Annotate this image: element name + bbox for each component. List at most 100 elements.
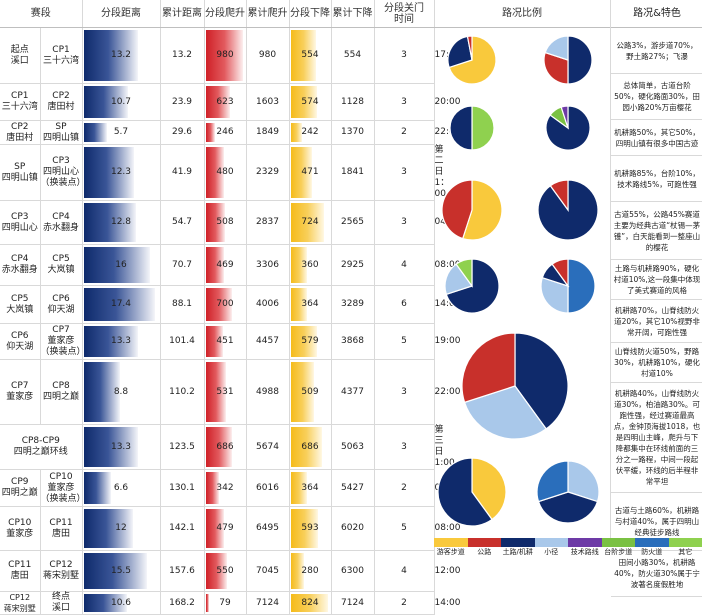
description-header: 路况&特色 (611, 0, 702, 28)
cumulative-distance: 130.1 (160, 470, 204, 507)
header-cumulative-descent: 累计下降 (331, 0, 374, 28)
cumulative-distance: 41.9 (160, 145, 204, 201)
segment-distance: 12.3 (82, 145, 160, 201)
segment-distance: 6.6 (82, 470, 160, 507)
legend-item: 公路 (468, 538, 502, 558)
pie-column-header: 路况比例 (434, 0, 610, 28)
legend-label: 土路/机耕 (503, 547, 533, 558)
segment-climb: 451 (204, 324, 246, 360)
segment-distance-value: 10.6 (111, 598, 131, 608)
segment-distance: 13.3 (82, 425, 160, 470)
segment-descent-value: 554 (301, 50, 318, 60)
segment-descent-value: 593 (301, 523, 318, 533)
segment-distance-value: 12.8 (111, 217, 131, 227)
legend-swatch (635, 538, 669, 547)
segment-distance: 12 (82, 507, 160, 551)
table-row: CP3四明山心CP4赤水翻身12.854.750828377242565304:… (0, 201, 434, 245)
segment-distance: 10.7 (82, 84, 160, 121)
cumulative-descent: 6020 (331, 507, 374, 551)
segment-climb-value: 479 (216, 523, 233, 533)
segment-climb-value: 980 (216, 50, 233, 60)
cumulative-distance: 168.2 (160, 592, 204, 615)
description-cell: 古道55%，公路45%赛道主要为经典古道“杖锡—茅镬”，白天能看到一整座山的樱花 (611, 202, 702, 260)
segment-descent: 824 (289, 592, 331, 615)
segment-climb: 531 (204, 360, 246, 425)
segment-descent-value: 579 (301, 336, 318, 346)
cumulative-distance: 101.4 (160, 324, 204, 360)
cumulative-distance: 23.9 (160, 84, 204, 121)
segment-climb-value: 686 (216, 442, 233, 452)
header-segment-climb: 分段爬升 (204, 0, 246, 28)
segment-descent-value: 824 (301, 598, 318, 608)
pie-chart (538, 180, 598, 240)
cumulative-descent: 5427 (331, 470, 374, 507)
gate-hours: 3 (374, 201, 434, 245)
legend-swatch (535, 538, 569, 547)
segment-descent: 554 (289, 28, 331, 84)
cumulative-climb: 4006 (246, 286, 289, 324)
segment-climb: 246 (204, 121, 246, 145)
cumulative-climb: 980 (246, 28, 289, 84)
segment-to: 终点溪口 (40, 592, 82, 615)
segment-descent: 574 (289, 84, 331, 121)
header-segment-descent: 分段下降 (289, 0, 331, 28)
gate-hours: 2 (374, 121, 434, 145)
cumulative-descent: 5063 (331, 425, 374, 470)
segment-climb-value: 79 (219, 598, 230, 608)
segment-climb: 342 (204, 470, 246, 507)
segment-descent: 724 (289, 201, 331, 245)
segment-distance-value: 10.7 (111, 97, 131, 107)
segment-descent: 686 (289, 425, 331, 470)
cumulative-climb: 1603 (246, 84, 289, 121)
segment-distance: 15.5 (82, 551, 160, 592)
cumulative-distance: 123.5 (160, 425, 204, 470)
segment-climb-bar (206, 123, 215, 142)
description-cell: 公路3%，游步道70%，野土路27%；飞瀑 (611, 28, 702, 74)
segment-distance: 17.4 (82, 286, 160, 324)
legend-label: 小径 (544, 547, 558, 558)
legend-swatch (501, 538, 535, 547)
cumulative-distance: 157.6 (160, 551, 204, 592)
cumulative-descent: 2565 (331, 201, 374, 245)
pie-chart (448, 36, 496, 84)
segment-climb-value: 700 (216, 299, 233, 309)
cumulative-distance: 54.7 (160, 201, 204, 245)
cumulative-descent: 554 (331, 28, 374, 84)
cumulative-descent: 1370 (331, 121, 374, 145)
legend-item: 小径 (535, 538, 569, 558)
gate-hours: 5 (374, 324, 434, 360)
segment-climb-value: 508 (216, 217, 233, 227)
cumulative-climb: 5674 (246, 425, 289, 470)
segment-climb-value: 469 (216, 260, 233, 270)
pie-chart (442, 180, 502, 240)
cumulative-climb: 6495 (246, 507, 289, 551)
legend-label: 台阶步道 (604, 547, 632, 558)
segment-descent-value: 471 (301, 167, 318, 177)
segment-descent-bar (291, 123, 302, 142)
segment-distance: 8.8 (82, 360, 160, 425)
segment-distance: 16 (82, 245, 160, 286)
segment-distance-value: 13.3 (111, 336, 131, 346)
gate-hours: 3 (374, 145, 434, 201)
header-segment-distance: 分段距离 (82, 0, 160, 28)
cumulative-descent: 1128 (331, 84, 374, 121)
segment-descent: 509 (289, 360, 331, 425)
description-cell: 机耕路70%，山脊线防火道20%，其它10%视野非常开阔，可跑性强 (611, 300, 702, 343)
pie-chart (546, 106, 590, 150)
